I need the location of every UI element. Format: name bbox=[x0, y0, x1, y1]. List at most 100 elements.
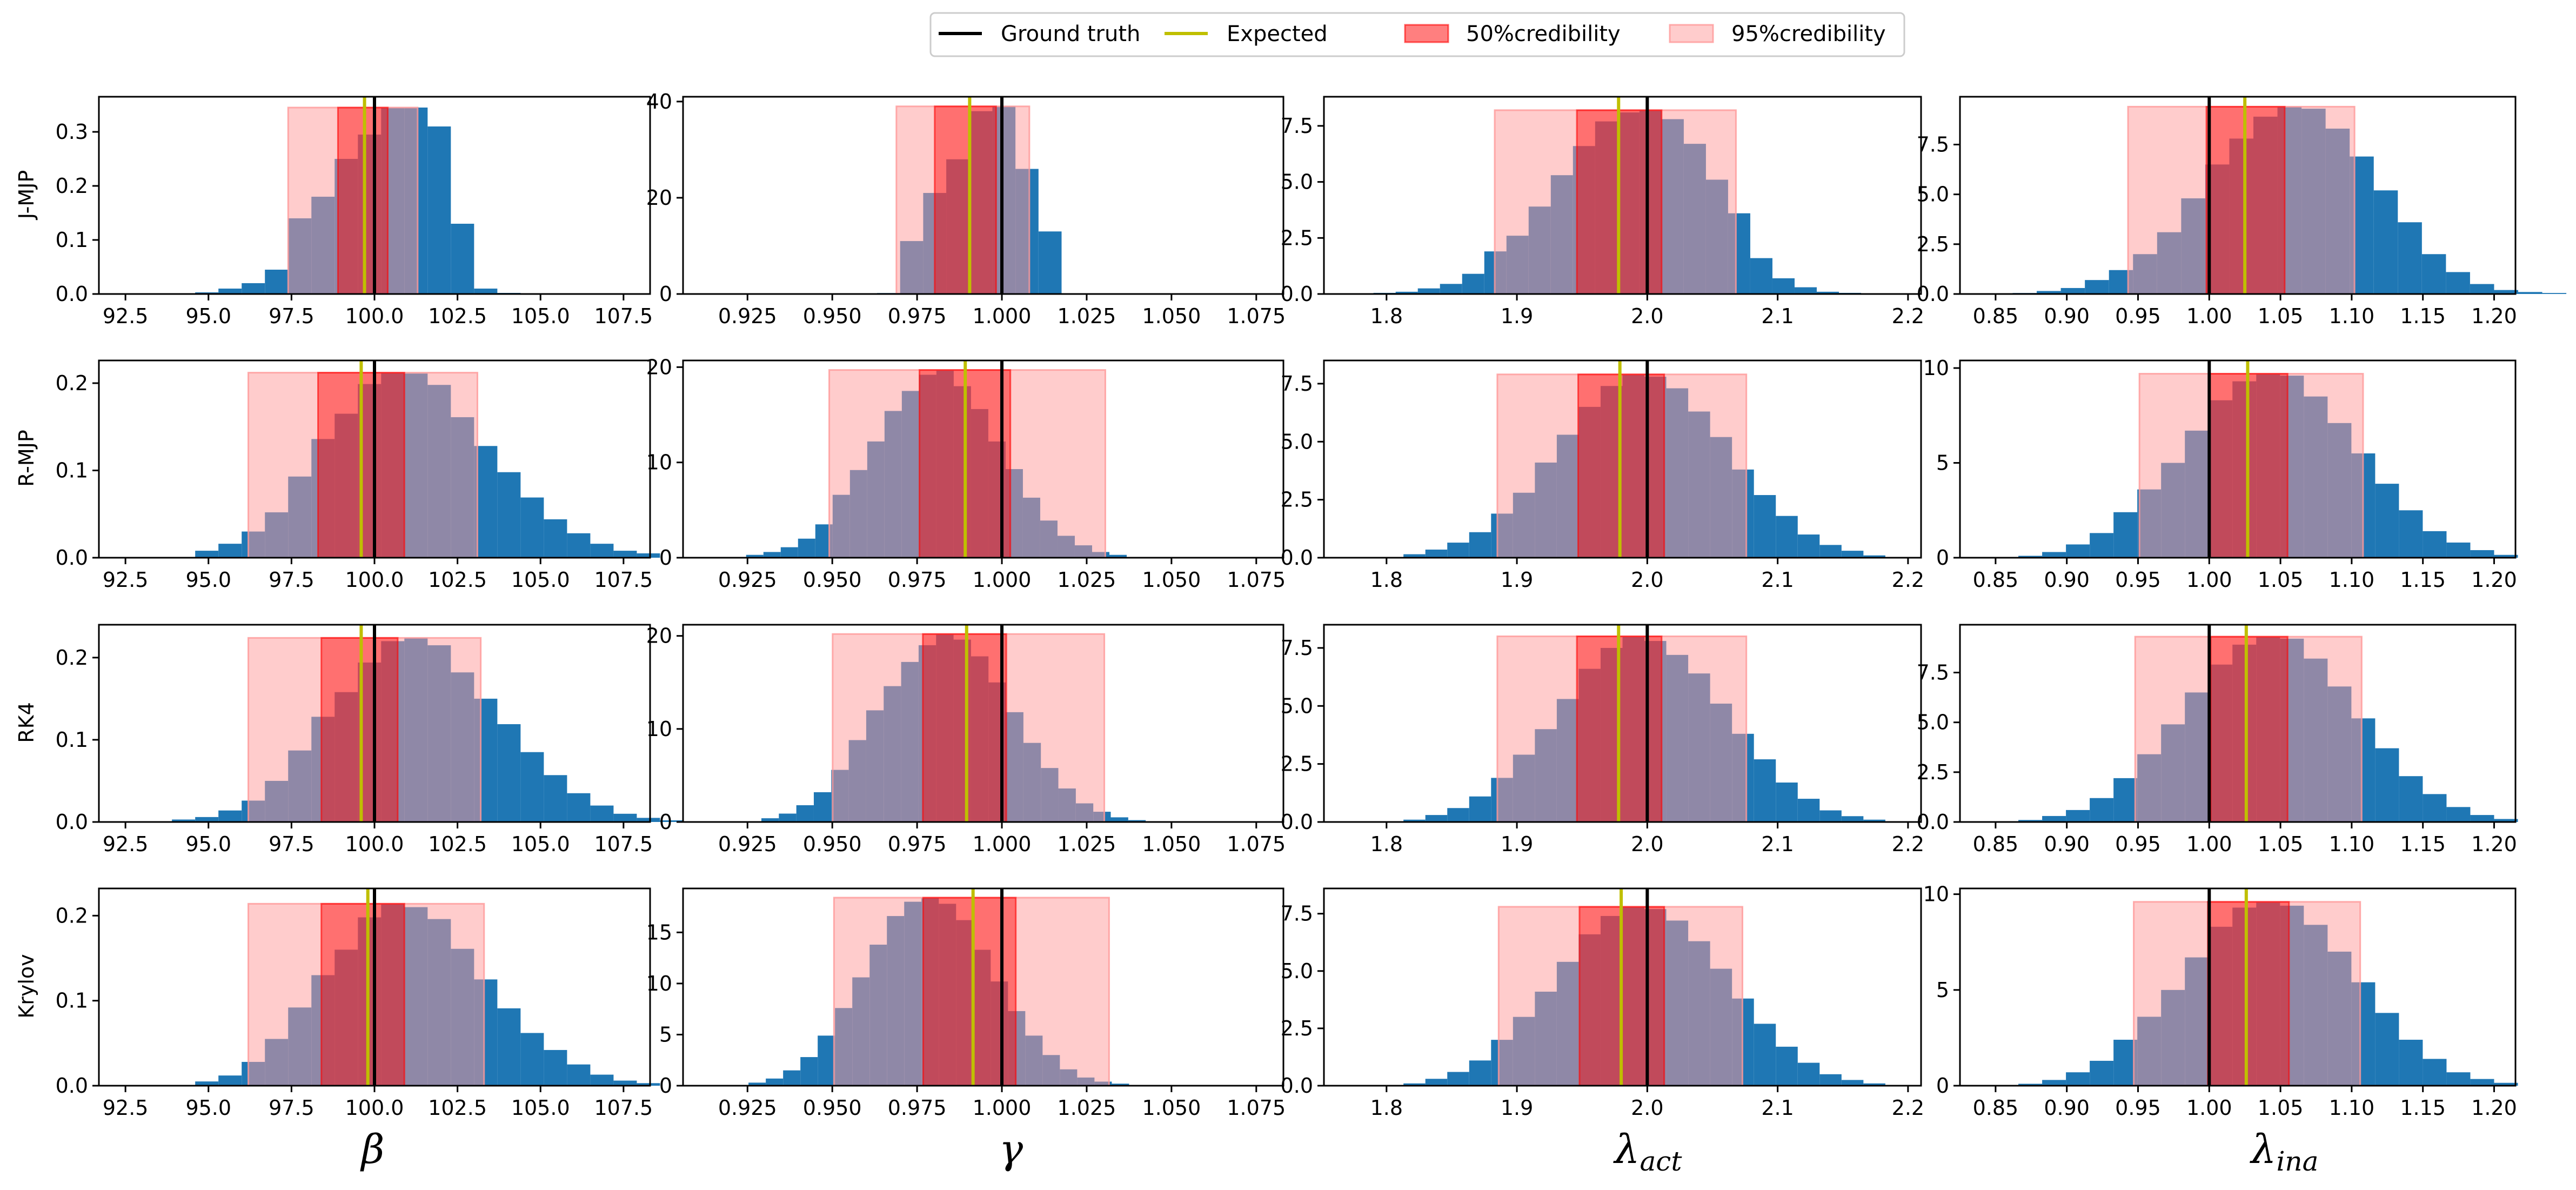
row-label-krylov: Krylov bbox=[15, 954, 38, 1018]
panel-rk4-beta-bar bbox=[637, 818, 660, 822]
panel-rk4-gamma: 0.925 0.950 0.975 1.000 1.025 1.050 1.075 0 10 20 bbox=[646, 624, 1286, 856]
panel-rk4-lambda-ina-cred95-band bbox=[2134, 636, 2363, 823]
panel-j-mjp-lambda-act-y-tick-label: 0.0 bbox=[1281, 282, 1313, 306]
panel-r-mjp-beta-bar bbox=[520, 497, 544, 558]
legend-ground-truth-label: Ground truth bbox=[1001, 22, 1140, 46]
panel-rk4-lambda-act-x-tick-label: 2.0 bbox=[1631, 832, 1663, 856]
panel-rk4-lambda-act-x-tick-label: 1.9 bbox=[1501, 832, 1533, 856]
panel-krylov-gamma-y-tick-label: 0 bbox=[659, 1074, 672, 1098]
panel-j-mjp-lambda-ina-bar bbox=[2085, 280, 2109, 294]
panel-krylov-lambda-ina-y-tick-label: 0 bbox=[1936, 1074, 1949, 1098]
panel-rk4-beta-x-tick-label: 105.0 bbox=[511, 832, 570, 856]
panel-r-mjp-lambda-ina-bar bbox=[2470, 550, 2494, 558]
panel-krylov-gamma-x-tick-label: 0.950 bbox=[803, 1096, 862, 1120]
panel-j-mjp-gamma-x-tick-label: 0.975 bbox=[888, 304, 947, 328]
panel-krylov-lambda-ina-x-tick-label: 1.05 bbox=[2258, 1096, 2304, 1120]
panel-rk4-beta-bar bbox=[660, 820, 684, 822]
panel-krylov-beta-y-tick-label: 0.1 bbox=[56, 989, 88, 1013]
panel-j-mjp-beta-cred50-band bbox=[337, 106, 389, 295]
panel-j-mjp-lambda-ina-y-tick-label: 7.5 bbox=[1917, 132, 1949, 156]
panel-rk4-lambda-ina-x-tick-label: 1.10 bbox=[2329, 832, 2375, 856]
panel-j-mjp-lambda-ina-x-tick-label: 1.05 bbox=[2258, 304, 2304, 328]
panel-rk4-beta-y-tick-label: 0.0 bbox=[56, 810, 88, 834]
panel-r-mjp-lambda-act-bar bbox=[1819, 545, 1842, 558]
panel-r-mjp-gamma-x-tick-label: 0.925 bbox=[718, 568, 777, 592]
panel-r-mjp-lambda-act-frame bbox=[1323, 359, 1922, 559]
panel-rk4-beta-bar bbox=[520, 752, 544, 822]
panel-r-mjp-lambda-ina-y-tick-label: 5 bbox=[1936, 451, 1949, 475]
panel-r-mjp-lambda-ina-bar bbox=[2423, 531, 2447, 558]
panel-krylov-beta-x-tick-label: 107.5 bbox=[594, 1096, 653, 1120]
panel-rk4-gamma-x-tick-label: 0.925 bbox=[718, 832, 777, 856]
panel-r-mjp-gamma-y-tick-label: 10 bbox=[646, 451, 672, 474]
panel-j-mjp-lambda-ina-bar bbox=[2518, 292, 2542, 294]
panel-r-mjp-lambda-act-x-tick-label: 1.9 bbox=[1501, 568, 1533, 592]
panel-krylov-lambda-act-x-tick-label: 1.9 bbox=[1501, 1096, 1533, 1120]
panel-r-mjp-lambda-act-bar bbox=[1863, 555, 1885, 558]
panel-j-mjp-gamma-y-tick-label: 40 bbox=[646, 90, 672, 113]
panel-j-mjp-beta-x-tick-label: 97.5 bbox=[269, 304, 315, 328]
panel-rk4-gamma-frame bbox=[682, 624, 1284, 823]
panel-r-mjp-lambda-ina-bar bbox=[2375, 484, 2399, 558]
panel-rk4-gamma-bar bbox=[779, 813, 797, 822]
panel-r-mjp-lambda-ina-x-tick-label: 1.05 bbox=[2258, 568, 2304, 592]
legend-cred95-swatch bbox=[1669, 24, 1714, 43]
panel-j-mjp-beta-bar bbox=[265, 270, 289, 294]
column-title-beta: β bbox=[360, 1126, 385, 1173]
panel-r-mjp-lambda-ina-x-tick-label: 1.10 bbox=[2329, 568, 2375, 592]
panel-j-mjp-beta-bar bbox=[218, 289, 242, 294]
panel-krylov-lambda-act-y-tick-label: 2.5 bbox=[1281, 1017, 1313, 1040]
panel-rk4-lambda-ina-bar bbox=[2066, 810, 2090, 822]
panel-r-mjp-lambda-ina-cred95-band bbox=[2138, 373, 2364, 559]
panel-rk4-lambda-ina-bar bbox=[2113, 778, 2138, 822]
panel-r-mjp-lambda-act: 1.8 1.9 2.0 2.1 2.2 0.0 2.5 5.0 7.5 bbox=[1281, 359, 1924, 592]
panel-krylov-gamma-x-tick-label: 1.000 bbox=[973, 1096, 1032, 1120]
panel-j-mjp-beta-x-tick-label: 102.5 bbox=[428, 304, 487, 328]
panels: 92.5 95.0 97.5 100.0 102.5 105.0 107.50.00.10.… bbox=[56, 90, 2567, 1120]
panel-j-mjp-lambda-ina-bar bbox=[2373, 190, 2398, 294]
panel-rk4-lambda-ina-x-tick-label: 1.00 bbox=[2186, 832, 2232, 856]
panel-j-mjp-lambda-ina-bar bbox=[2446, 272, 2470, 294]
panel-j-mjp-lambda-act-x-tick-label: 1.9 bbox=[1501, 304, 1533, 328]
panel-j-mjp-lambda-act-frame bbox=[1323, 96, 1922, 295]
panel-krylov-beta-y-tick-label: 0.0 bbox=[56, 1074, 88, 1098]
panel-r-mjp-lambda-act-y-tick-label: 5.0 bbox=[1281, 430, 1313, 453]
panel-rk4-lambda-ina-bar bbox=[2042, 815, 2066, 822]
panel-krylov-lambda-act-bar bbox=[1776, 1046, 1798, 1086]
panel-r-mjp-gamma-frame bbox=[682, 359, 1284, 559]
panel-j-mjp-gamma-x-tick-label: 0.950 bbox=[803, 304, 862, 328]
panel-krylov-beta-x-tick-label: 92.5 bbox=[103, 1096, 149, 1120]
panel-rk4-beta-bar bbox=[613, 813, 637, 822]
panel-rk4-lambda-ina-x-tick-label: 0.85 bbox=[1973, 832, 2019, 856]
panel-r-mjp-lambda-ina-x-tick-label: 0.90 bbox=[2044, 568, 2090, 592]
panel-rk4-lambda-act-y-tick-label: 0.0 bbox=[1281, 810, 1313, 834]
panel-r-mjp-lambda-act-cred95-band bbox=[1496, 373, 1748, 559]
panel-r-mjp-lambda-ina: 0.85 0.90 0.95 1.00 1.05 1.10 1.15 1.20 0 5 10 bbox=[1923, 356, 2518, 592]
panel-rk4-lambda-ina-frame bbox=[1959, 624, 2517, 823]
panel-j-mjp-lambda-act-bar bbox=[1750, 258, 1772, 294]
panel-rk4-lambda-ina-x-tick-label: 0.90 bbox=[2044, 832, 2090, 856]
panel-r-mjp-lambda-act-y-tick-label: 2.5 bbox=[1281, 488, 1313, 512]
panel-krylov-gamma-bar bbox=[1112, 1084, 1129, 1086]
panel-krylov-lambda-ina-x-tick-label: 0.95 bbox=[2115, 1096, 2161, 1120]
panel-j-mjp-lambda-ina-bar bbox=[2542, 293, 2567, 294]
panel-krylov-lambda-ina-bar bbox=[2018, 1084, 2043, 1086]
panel-j-mjp-lambda-ina-x-tick-label: 1.00 bbox=[2186, 304, 2232, 328]
panel-r-mjp-gamma-x-tick-label: 1.075 bbox=[1227, 568, 1286, 592]
panel-rk4-beta-bar bbox=[195, 817, 219, 822]
panel-r-mjp-beta-x-tick-label: 105.0 bbox=[511, 568, 570, 592]
panel-krylov-gamma-x-tick-label: 0.925 bbox=[718, 1096, 777, 1120]
panel-j-mjp-beta-x-tick-label: 92.5 bbox=[103, 304, 149, 328]
panel-rk4-lambda-act-y-tick-label: 7.5 bbox=[1281, 636, 1313, 660]
panel-r-mjp-lambda-ina-bar bbox=[2494, 554, 2518, 558]
panel-rk4-lambda-ina-bar bbox=[2399, 776, 2423, 822]
panel-r-mjp-gamma: 0.925 0.950 0.975 1.000 1.025 1.050 1.075 0 10 20 bbox=[646, 355, 1286, 592]
panel-rk4-lambda-act-cred95-band bbox=[1496, 635, 1748, 823]
panel-krylov-lambda-act-bar bbox=[1754, 1024, 1776, 1086]
panel-rk4-lambda-act-bar bbox=[1819, 810, 1842, 822]
panel-krylov-lambda-ina-x-tick-label: 1.20 bbox=[2471, 1096, 2517, 1120]
panel-krylov-lambda-act-bar bbox=[1447, 1072, 1469, 1086]
panel-krylov-gamma-x-tick-label: 1.050 bbox=[1142, 1096, 1201, 1120]
panel-rk4-lambda-ina-bar bbox=[2090, 798, 2114, 822]
